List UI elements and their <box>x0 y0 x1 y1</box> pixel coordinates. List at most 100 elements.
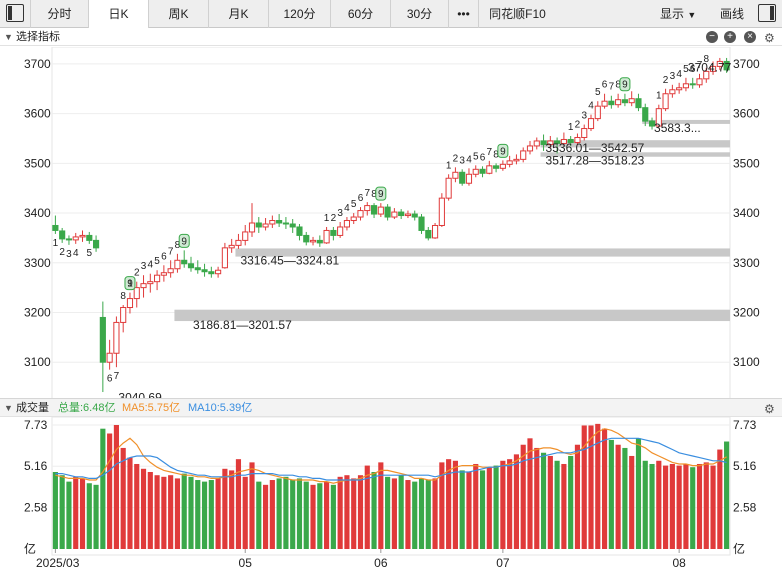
candle-body <box>459 171 466 184</box>
plot-frame <box>51 47 731 399</box>
display-menu[interactable]: 显示 ▼ <box>660 0 696 28</box>
candle-body <box>370 205 378 215</box>
ma10-value: MA10:5.39亿 <box>188 402 253 414</box>
volume-bar <box>249 462 255 549</box>
td-count: 7 <box>609 82 615 93</box>
td-count: 6 <box>107 374 113 385</box>
td-count: 1 <box>127 279 133 290</box>
candle-body <box>228 244 235 249</box>
td-count: 1 <box>53 238 59 249</box>
candle-body <box>160 272 167 276</box>
price-tick-left: 3700 <box>24 57 51 71</box>
td-count: 3 <box>337 208 343 219</box>
volume-bar <box>127 457 133 549</box>
price-label: 3040.69 <box>118 391 162 399</box>
candle-body <box>431 224 439 239</box>
volume-bar <box>683 463 689 549</box>
gear-icon[interactable]: ⚙ <box>764 31 775 45</box>
td-count: 6 <box>480 152 486 163</box>
volume-frame <box>51 417 731 556</box>
chevron-down-icon[interactable]: ▼ <box>4 32 13 42</box>
close-icon[interactable]: × <box>744 31 756 43</box>
volume-bar <box>269 480 275 549</box>
select-indicator-label[interactable]: 选择指标 <box>16 31 60 43</box>
tab-2[interactable]: 周K <box>148 0 208 28</box>
td-count: 2 <box>453 153 459 164</box>
td-count: 7 <box>364 188 370 199</box>
volume-bar <box>513 454 520 549</box>
candle-body <box>316 239 323 244</box>
left-panel-toggle-icon[interactable] <box>6 4 24 22</box>
volume-bar <box>629 455 635 549</box>
tab-4[interactable]: 120分 <box>268 0 330 28</box>
candle-body <box>330 229 337 236</box>
volume-bar <box>330 484 336 549</box>
zoom-in-icon[interactable]: + <box>724 31 736 43</box>
gear-icon[interactable]: ⚙ <box>764 402 775 416</box>
candle-body <box>65 238 73 241</box>
draw-line-button[interactable]: 画线 <box>720 7 745 21</box>
td9-badge <box>497 143 509 158</box>
candle-body <box>709 65 717 72</box>
td-count: 8 <box>371 189 377 200</box>
price-chart[interactable]: 3100 3100 3200 3200 3300 3300 3400 3400 3500 3500… <box>0 47 782 399</box>
support-band <box>174 309 730 322</box>
candle-body <box>140 283 147 289</box>
price-tick-right: 3700 <box>733 57 760 71</box>
zoom-out-icon[interactable]: − <box>706 31 718 43</box>
tab-0[interactable]: 分时 <box>30 0 88 28</box>
candle-body <box>533 140 540 147</box>
td-count: 3 <box>459 155 465 166</box>
tab-1[interactable]: 日K <box>88 0 148 28</box>
td-count: 5 <box>87 248 93 259</box>
volume-bar <box>73 476 79 549</box>
chevron-down-icon[interactable]: ▼ <box>4 403 13 413</box>
price-tick-right: 3500 <box>733 156 760 170</box>
volume-bar <box>357 475 364 549</box>
volume-bar <box>425 480 431 549</box>
candle-body <box>167 268 174 274</box>
volume-bar <box>317 483 323 549</box>
volume-bar <box>703 462 709 549</box>
tab-3[interactable]: 月K <box>208 0 268 28</box>
candle-body <box>303 234 310 243</box>
candle-body <box>126 298 134 309</box>
volume-bar <box>649 463 655 549</box>
candle-body <box>92 239 100 249</box>
volume-bar <box>154 475 160 549</box>
price-tick-right: 3600 <box>733 107 760 121</box>
tab-5[interactable]: 60分 <box>330 0 390 28</box>
candle-body <box>120 307 127 323</box>
volume-bar <box>561 463 567 549</box>
td-count: 8 <box>703 54 709 65</box>
volume-bar <box>181 473 187 549</box>
tab-6[interactable]: 30分 <box>390 0 448 28</box>
volume-bar <box>222 468 228 549</box>
right-panel-toggle-icon[interactable] <box>758 4 776 22</box>
volume-bar <box>479 470 486 549</box>
candle-body <box>493 165 500 169</box>
candle-body <box>99 316 106 363</box>
candle-body <box>676 87 683 91</box>
volume-tick-left: 5.16 <box>24 459 48 473</box>
tab-8[interactable]: 同花顺F10 <box>478 0 556 28</box>
td-count: 8 <box>493 149 499 160</box>
td-count: 8 <box>175 240 181 251</box>
candle-body <box>567 138 574 143</box>
td-count: 5 <box>473 151 479 162</box>
volume-bar <box>466 472 472 549</box>
volume-bar <box>242 476 248 549</box>
candle-body <box>309 239 317 243</box>
td-count: 7 <box>114 371 120 382</box>
x-axis-label: 06 <box>374 556 388 570</box>
volume-bar <box>79 478 86 549</box>
volume-bar <box>588 425 594 549</box>
volume-bar <box>140 468 147 549</box>
tab-7[interactable]: ••• <box>448 0 478 28</box>
td-count: 5 <box>351 199 357 210</box>
candle-body <box>350 216 357 222</box>
volume-bar <box>290 480 296 549</box>
volume-bar <box>581 425 587 549</box>
candle-body <box>540 140 547 145</box>
